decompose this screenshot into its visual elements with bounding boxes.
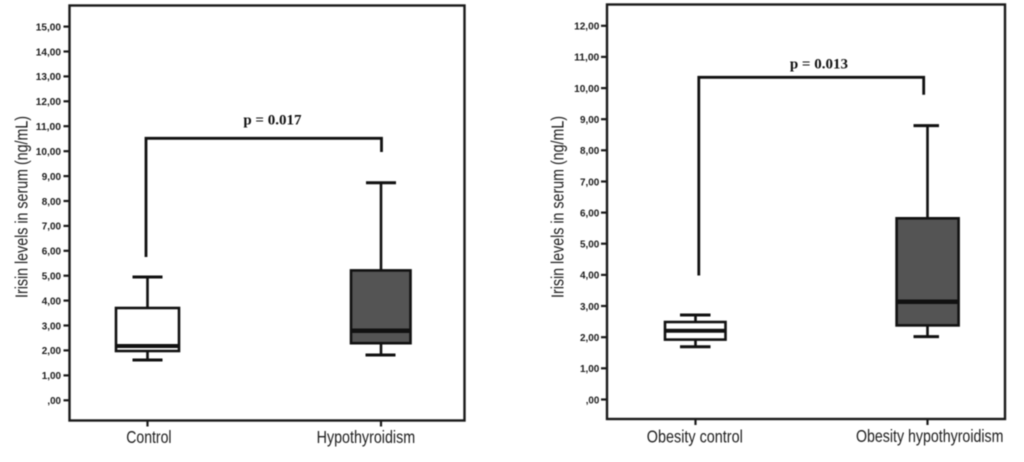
svg-text:1,00: 1,00 [580,363,599,375]
svg-text:,00: ,00 [586,394,600,406]
svg-text:6,00: 6,00 [580,207,599,219]
svg-text:12,00: 12,00 [36,96,61,108]
svg-text:10,00: 10,00 [36,146,61,158]
svg-text:11,00: 11,00 [36,121,61,133]
svg-text:8,00: 8,00 [42,196,61,208]
svg-text:Control: Control [126,427,171,447]
svg-text:2,00: 2,00 [42,345,61,357]
svg-text:Obesity control: Obesity control [647,426,743,446]
svg-text:Obesity hypothyroidism: Obesity hypothyroidism [856,426,1004,446]
svg-text:4,00: 4,00 [580,270,599,282]
svg-text:9,00: 9,00 [42,171,61,183]
svg-text:12,00: 12,00 [574,21,599,33]
svg-text:9,00: 9,00 [580,114,599,126]
svg-text:p = 0.017: p = 0.017 [243,113,302,129]
svg-text:5,00: 5,00 [580,239,599,251]
svg-text:5,00: 5,00 [42,271,61,283]
svg-text:Irisin levels in serum (ng/mL): Irisin levels in serum (ng/mL) [547,116,567,298]
svg-text:1,00: 1,00 [42,370,61,382]
svg-text:p = 0.013: p = 0.013 [790,57,848,73]
svg-text:10,00: 10,00 [574,83,599,95]
svg-text:13,00: 13,00 [36,71,61,83]
svg-text:Irisin levels in serum (ng/mL): Irisin levels in serum (ng/mL) [12,116,32,298]
svg-text:8,00: 8,00 [580,145,599,157]
svg-text:Hypothyroidism: Hypothyroidism [317,427,416,447]
svg-text:,00: ,00 [47,395,61,407]
svg-text:4,00: 4,00 [42,295,61,307]
svg-text:7,00: 7,00 [580,176,599,188]
svg-text:11,00: 11,00 [574,52,599,64]
svg-text:15,00: 15,00 [36,21,61,33]
svg-text:3,00: 3,00 [580,301,599,313]
svg-text:14,00: 14,00 [36,46,61,58]
svg-text:2,00: 2,00 [580,332,599,344]
svg-text:7,00: 7,00 [42,221,61,233]
svg-text:3,00: 3,00 [42,320,61,332]
svg-text:6,00: 6,00 [42,246,61,258]
